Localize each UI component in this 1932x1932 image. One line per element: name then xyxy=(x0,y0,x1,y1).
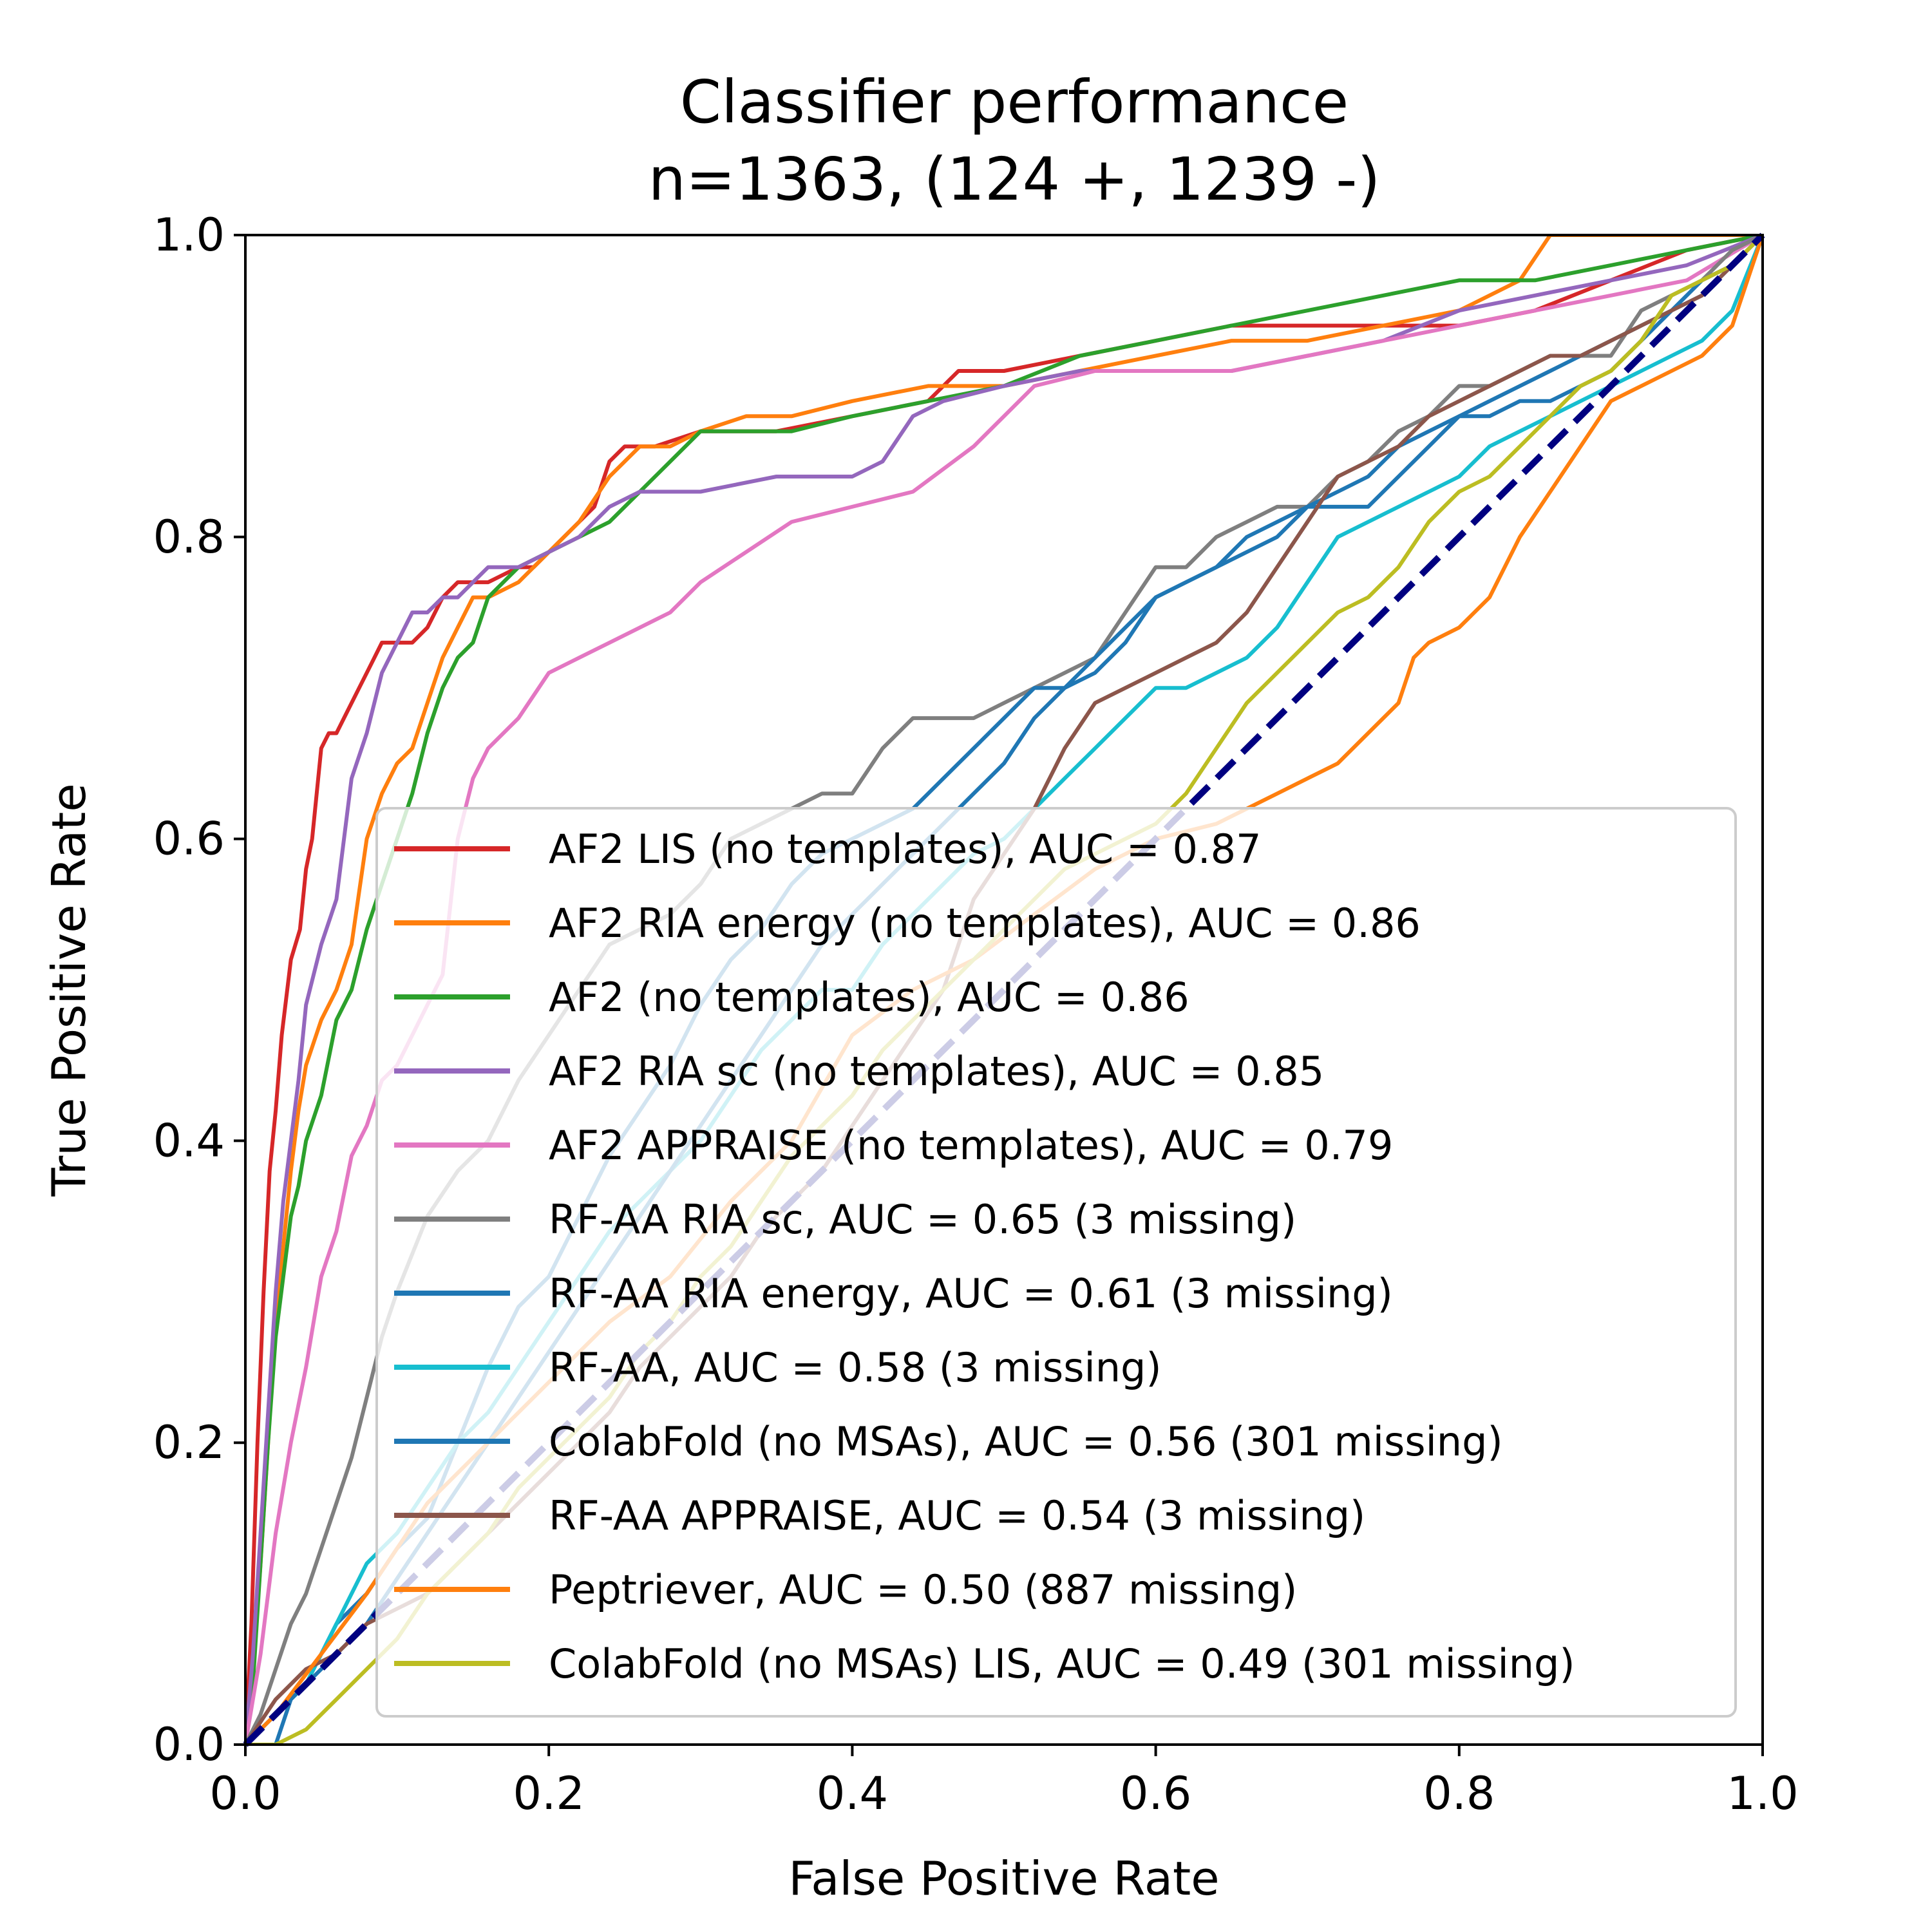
legend-item: AF2 APPRAISE (no templates), AUC = 0.79 xyxy=(394,1122,1393,1169)
x-tick-label: 0.0 xyxy=(209,1767,281,1820)
legend-label: ColabFold (no MSAs), AUC = 0.56 (301 mis… xyxy=(549,1418,1503,1465)
legend-item: ColabFold (no MSAs), AUC = 0.56 (301 mis… xyxy=(394,1418,1503,1465)
roc-curve-2 xyxy=(245,235,1763,1745)
x-tick-label: 1.0 xyxy=(1727,1767,1798,1820)
legend-item: RF-AA APPRAISE, AUC = 0.54 (3 missing) xyxy=(394,1492,1365,1539)
y-axis-label: True Positive Rate xyxy=(42,783,96,1197)
x-tick-label: 0.2 xyxy=(513,1767,585,1820)
legend-item: AF2 LIS (no templates), AUC = 0.87 xyxy=(394,826,1262,873)
chart-title: Classifier performance xyxy=(680,68,1349,137)
legend-item: AF2 (no templates), AUC = 0.86 xyxy=(394,974,1189,1021)
legend-item: Peptriever, AUC = 0.50 (887 missing) xyxy=(394,1566,1297,1613)
legend-item: AF2 RIA energy (no templates), AUC = 0.8… xyxy=(394,900,1421,947)
chart-subtitle: n=1363, (124 +, 1239 -) xyxy=(649,145,1381,214)
axis-ticks: 0.0 0.2 0.4 0.6 0.8 1.0 0.0 0.2 0.4 0.6 0.8 1.0 xyxy=(153,209,1799,1820)
x-tick-label: 0.8 xyxy=(1423,1767,1495,1820)
legend-label: AF2 APPRAISE (no templates), AUC = 0.79 xyxy=(549,1122,1393,1169)
roc-curve-1 xyxy=(245,235,1763,1745)
plot-area-frame xyxy=(244,234,1764,1746)
y-tick-label: 1.0 xyxy=(153,209,225,261)
y-tick-label: 0.2 xyxy=(153,1416,225,1469)
y-tick-label: 0.4 xyxy=(153,1114,225,1167)
y-tick-label: 0.6 xyxy=(153,813,225,866)
legend-label: AF2 RIA energy (no templates), AUC = 0.8… xyxy=(549,900,1421,947)
legend-item: RF-AA, AUC = 0.58 (3 missing) xyxy=(394,1344,1162,1391)
legend-label: AF2 (no templates), AUC = 0.86 xyxy=(549,974,1189,1021)
legend-label: AF2 LIS (no templates), AUC = 0.87 xyxy=(549,826,1262,873)
y-tick-label: 0.0 xyxy=(153,1718,225,1771)
legend-label: AF2 RIA sc (no templates), AUC = 0.85 xyxy=(549,1048,1324,1095)
legend-label: Peptriever, AUC = 0.50 (887 missing) xyxy=(549,1566,1297,1613)
legend-item: ColabFold (no MSAs) LIS, AUC = 0.49 (301… xyxy=(394,1640,1575,1687)
legend-label: RF-AA, AUC = 0.58 (3 missing) xyxy=(549,1344,1162,1391)
x-tick-label: 0.4 xyxy=(817,1767,888,1820)
roc-curve-5 xyxy=(245,235,1763,1745)
legend-label: ColabFold (no MSAs) LIS, AUC = 0.49 (301… xyxy=(549,1640,1575,1687)
legend-label: RF-AA RIA energy, AUC = 0.61 (3 missing) xyxy=(549,1270,1393,1317)
legend-item: AF2 RIA sc (no templates), AUC = 0.85 xyxy=(394,1048,1324,1095)
x-tick-label: 0.6 xyxy=(1120,1767,1191,1820)
legend-item: RF-AA RIA energy, AUC = 0.61 (3 missing) xyxy=(394,1270,1393,1317)
legend-item: RF-AA RIA sc, AUC = 0.65 (3 missing) xyxy=(394,1196,1296,1243)
legend: AF2 LIS (no templates), AUC = 0.87 AF2 RI… xyxy=(375,807,1737,1718)
y-tick-label: 0.8 xyxy=(153,511,225,564)
x-axis-label: False Positive Rate xyxy=(788,1852,1219,1906)
legend-frame xyxy=(375,807,1737,1718)
legend-label: RF-AA APPRAISE, AUC = 0.54 (3 missing) xyxy=(549,1492,1365,1539)
legend-label: RF-AA RIA sc, AUC = 0.65 (3 missing) xyxy=(549,1196,1296,1243)
